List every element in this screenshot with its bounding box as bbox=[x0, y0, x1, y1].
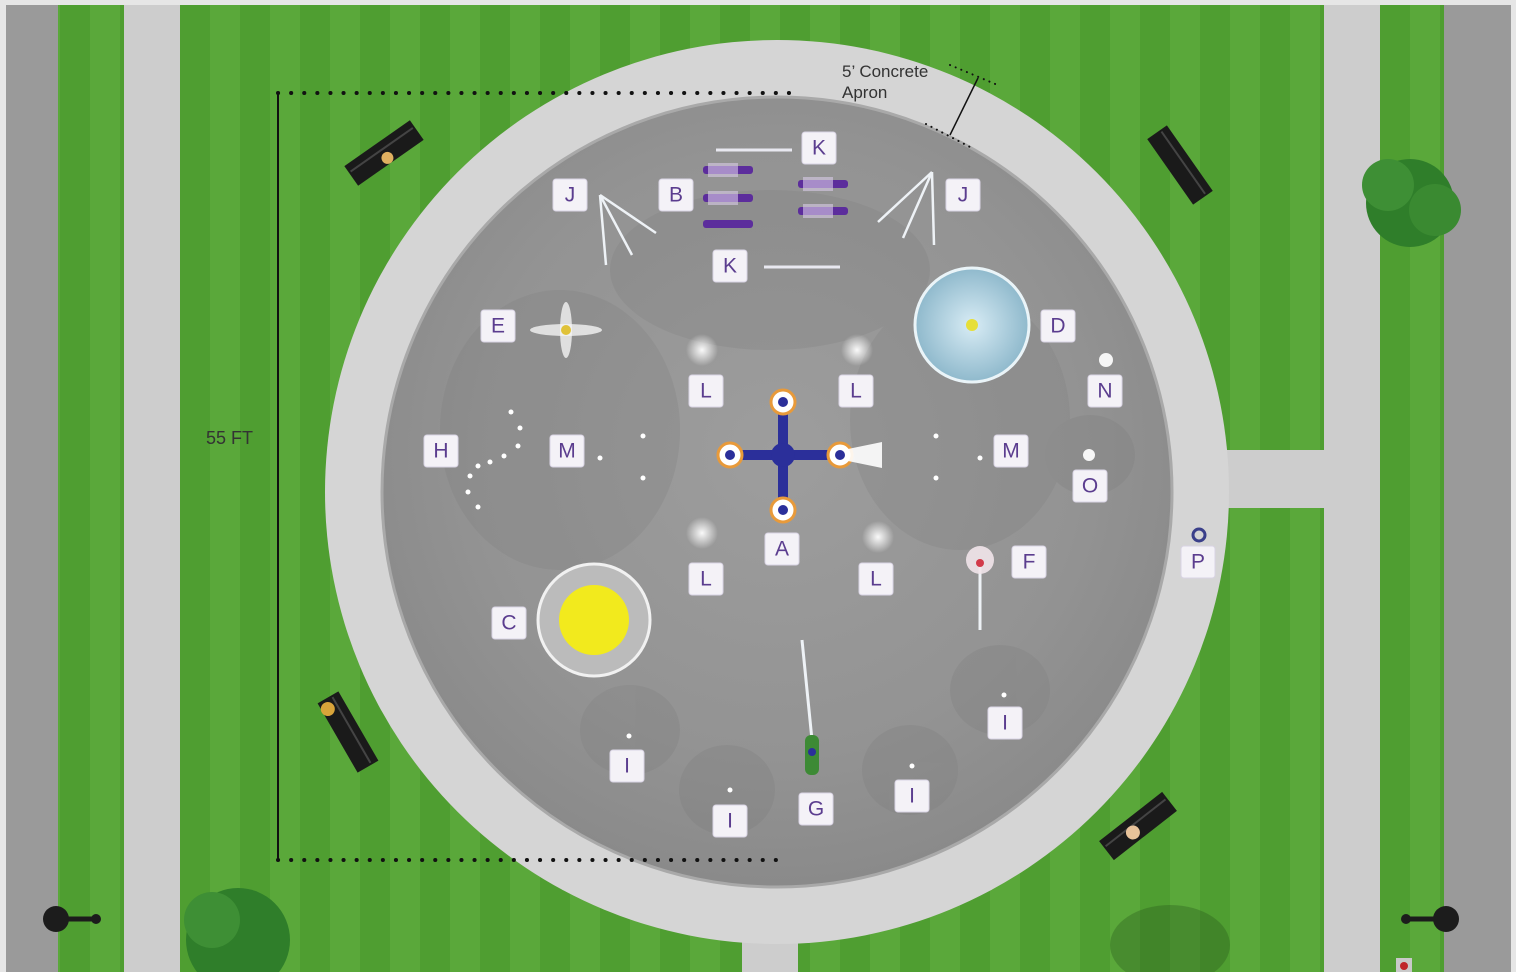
svg-text:M: M bbox=[558, 440, 576, 463]
svg-text:L: L bbox=[870, 568, 882, 591]
feature-n bbox=[1099, 353, 1113, 367]
label-i-4: I bbox=[987, 706, 1023, 740]
label-d: D bbox=[1040, 309, 1076, 343]
label-h: H bbox=[423, 434, 459, 468]
walkway-left bbox=[124, 5, 180, 972]
label-k-top: K bbox=[801, 131, 837, 165]
svg-text:K: K bbox=[812, 137, 826, 160]
label-g: G bbox=[798, 792, 834, 826]
svg-text:D: D bbox=[1050, 315, 1065, 338]
label-l-1: L bbox=[688, 374, 724, 408]
bench-top-left bbox=[344, 120, 424, 186]
label-k-bottom: K bbox=[712, 249, 748, 283]
feature-d-fountain bbox=[913, 266, 1031, 384]
svg-text:I: I bbox=[1002, 712, 1008, 735]
label-i-1: I bbox=[609, 749, 645, 783]
pad-shading bbox=[440, 190, 1135, 835]
dimension-label: 55 FT bbox=[206, 428, 253, 448]
svg-text:H: H bbox=[433, 440, 448, 463]
label-n: N bbox=[1087, 374, 1123, 408]
feature-a-cross bbox=[716, 388, 882, 524]
feature-i-jets bbox=[626, 692, 1007, 793]
svg-text:A: A bbox=[775, 538, 789, 561]
label-m-left: M bbox=[549, 434, 585, 468]
feature-b-jets bbox=[703, 163, 848, 228]
label-e: E bbox=[480, 309, 516, 343]
svg-text:M: M bbox=[1002, 440, 1020, 463]
walkway-connector bbox=[1220, 450, 1380, 508]
svg-text:O: O bbox=[1082, 475, 1098, 498]
svg-text:E: E bbox=[491, 315, 505, 338]
label-l-3: L bbox=[688, 562, 724, 596]
feature-l-sprays bbox=[686, 334, 894, 553]
svg-text:I: I bbox=[909, 785, 915, 808]
feature-p-activator bbox=[1191, 527, 1207, 543]
feature-j-left-spray bbox=[598, 193, 657, 266]
label-f: F bbox=[1011, 545, 1047, 579]
feature-h-jets bbox=[465, 409, 523, 510]
svg-text:B: B bbox=[669, 184, 683, 207]
label-j-left: J bbox=[552, 178, 588, 212]
label-i-3: I bbox=[894, 779, 930, 813]
apron-label-line2: Apron bbox=[842, 83, 887, 102]
svg-text:K: K bbox=[723, 255, 737, 278]
bench-bottom-right bbox=[1099, 791, 1177, 861]
lamp-post-left bbox=[43, 906, 101, 932]
svg-text:N: N bbox=[1097, 380, 1112, 403]
svg-text:P: P bbox=[1191, 551, 1205, 574]
label-a: A bbox=[764, 532, 800, 566]
label-m-right: M bbox=[993, 434, 1029, 468]
svg-text:J: J bbox=[565, 184, 576, 207]
apron-label-line1: 5’ Concrete bbox=[842, 62, 928, 81]
label-l-4: L bbox=[858, 562, 894, 596]
feature-e-spinner bbox=[530, 302, 602, 358]
svg-text:I: I bbox=[624, 755, 630, 778]
feature-j-right-spray bbox=[877, 171, 936, 246]
bench-top-right bbox=[1147, 125, 1213, 205]
svg-text:F: F bbox=[1023, 551, 1036, 574]
dimension-55ft bbox=[276, 91, 797, 862]
label-j-right: J bbox=[945, 178, 981, 212]
svg-text:L: L bbox=[700, 380, 712, 403]
svg-text:J: J bbox=[958, 184, 969, 207]
feature-f bbox=[966, 546, 994, 630]
feature-g bbox=[800, 639, 819, 775]
bench-bottom-left bbox=[317, 691, 379, 773]
tree-shadow-bottom bbox=[1110, 905, 1230, 972]
feature-m-jets bbox=[597, 433, 983, 481]
tree-top-right bbox=[1362, 159, 1461, 247]
label-b: B bbox=[658, 178, 694, 212]
label-l-2: L bbox=[838, 374, 874, 408]
tree-bottom-left bbox=[184, 888, 290, 972]
svg-text:L: L bbox=[850, 380, 862, 403]
lamp-post-right bbox=[1401, 906, 1459, 932]
label-p: P bbox=[1180, 545, 1216, 579]
label-o: O bbox=[1072, 469, 1108, 503]
label-i-2: I bbox=[712, 804, 748, 838]
svg-text:L: L bbox=[700, 568, 712, 591]
svg-text:I: I bbox=[727, 810, 733, 833]
svg-text:C: C bbox=[501, 612, 516, 635]
feature-o bbox=[1083, 449, 1095, 461]
svg-text:G: G bbox=[808, 798, 824, 821]
feature-c-sun bbox=[536, 562, 652, 678]
apron-callout bbox=[925, 64, 1001, 148]
label-c: C bbox=[491, 606, 527, 640]
